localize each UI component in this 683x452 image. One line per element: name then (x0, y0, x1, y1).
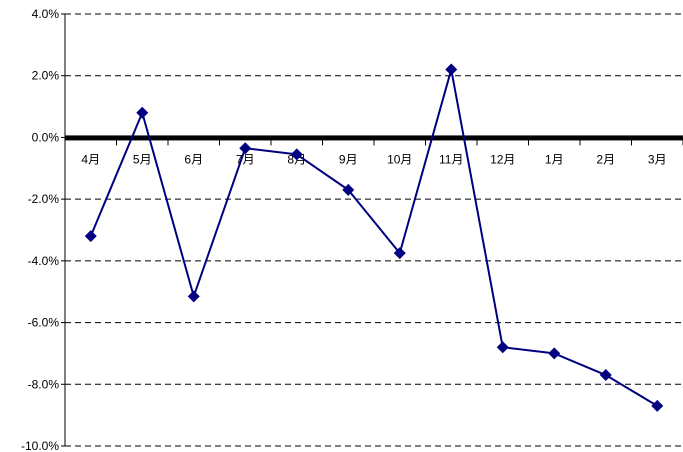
y-tick-label: -6.0% (28, 316, 60, 330)
x-tick-label: 6月 (184, 152, 203, 166)
y-tick-label: 0.0% (32, 130, 60, 144)
x-tick-label: 1月 (545, 152, 564, 166)
y-tick-labels: 4.0% 2.0% 0.0% -2.0% -4.0% -6.0% -8.0% -10.0% (21, 7, 59, 452)
data-point (599, 369, 612, 382)
x-tick-label: 11月 (439, 152, 463, 166)
data-point (342, 183, 355, 196)
y-tick-label: 2.0% (32, 69, 60, 83)
data-point (445, 63, 458, 76)
series-line (89, 68, 658, 407)
x-tick-labels: 4月5月6月7月8月9月10月11月12月1月2月3月 (81, 152, 666, 166)
x-tick-label: 5月 (133, 152, 152, 166)
data-point (84, 230, 97, 243)
x-tick-label: 4月 (81, 152, 100, 166)
series-markers (84, 63, 664, 412)
grid-lines (65, 13, 683, 447)
zero-axis-line (65, 135, 683, 141)
x-tick-label: 2月 (596, 152, 615, 166)
y-tick-label: -2.0% (28, 192, 60, 206)
x-tick-label: 10月 (387, 152, 412, 166)
x-tick-label: 3月 (648, 152, 667, 166)
x-tick-label: 12月 (490, 152, 515, 166)
data-point (290, 148, 303, 161)
data-point (136, 106, 149, 119)
data-point (187, 290, 200, 303)
y-tick-label: -8.0% (28, 377, 60, 391)
data-point (496, 341, 509, 354)
axes (61, 13, 683, 447)
x-tick-label: 9月 (339, 152, 358, 166)
y-tick-label: -4.0% (28, 254, 60, 268)
y-tick-label: -10.0% (21, 439, 59, 452)
series-lines (89, 68, 658, 407)
data-point (239, 142, 252, 155)
data-point (651, 399, 664, 412)
data-point (393, 247, 406, 260)
data-point (548, 347, 561, 360)
y-tick-label: 4.0% (32, 7, 60, 21)
